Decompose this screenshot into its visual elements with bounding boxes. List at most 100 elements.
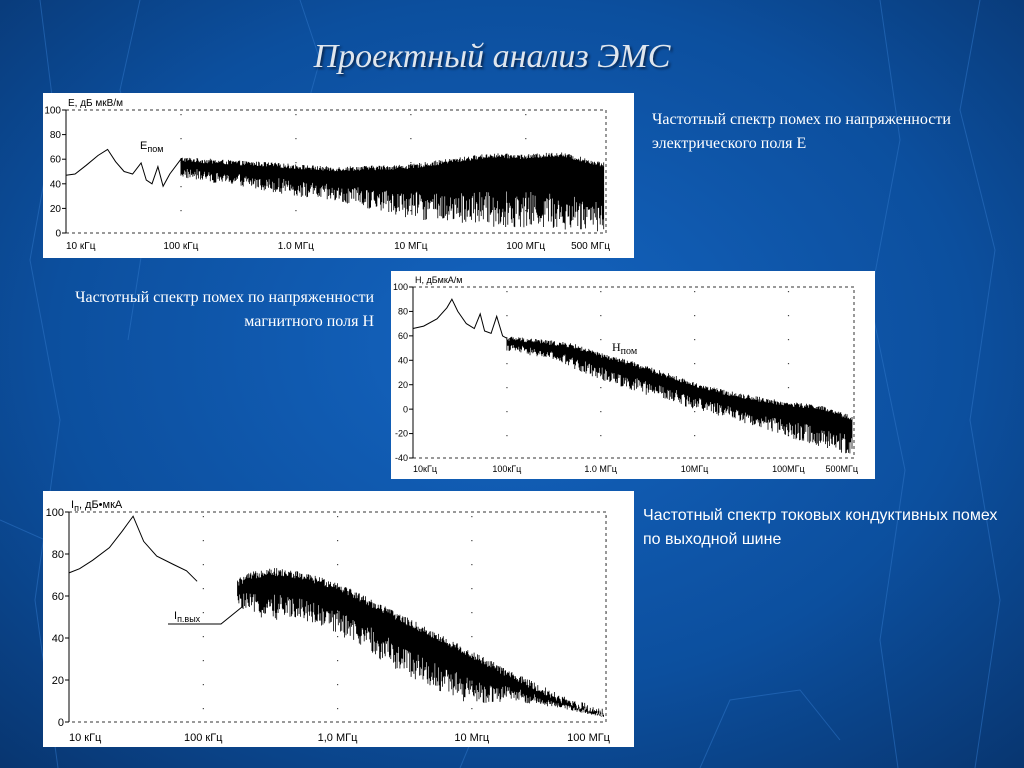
chart3-annotation: Iп.вых: [174, 610, 201, 624]
chart2-grid-dot: [506, 291, 508, 293]
chart1-grid-dot: [410, 162, 412, 164]
chart2-y-axis-label: Н, дБмкА/м: [415, 275, 462, 285]
chart3-grid-dot: [202, 588, 204, 590]
chart2-grid-dot: [694, 291, 696, 293]
chart3-y-tick-label: 40: [52, 633, 64, 645]
chart3-spectrum-noise: [237, 568, 604, 717]
chart3-grid-dot: [202, 540, 204, 542]
chart1-annotation: Eпом: [140, 140, 163, 154]
chart2-grid-dot: [694, 411, 696, 413]
chart1-spectrum-noise: [180, 152, 605, 232]
chart1-grid-dot: [295, 114, 297, 116]
chart3-grid-dot: [605, 660, 607, 662]
chart3-grid-dot: [337, 636, 339, 638]
chart2-grid-dot: [694, 315, 696, 317]
chart3-y-tick-label: 100: [46, 507, 64, 519]
chart1-y-tick-label: 60: [50, 155, 62, 166]
chart3-annotation-leader: [168, 606, 243, 625]
chart2-grid-dot: [600, 291, 602, 293]
chart1-grid-dot: [295, 138, 297, 140]
chart1-grid-dot: [180, 210, 182, 212]
chart2-y-tick-label: 100: [393, 282, 408, 292]
chart3-y-axis-label-rest: , дБ•мкА: [79, 499, 123, 511]
chart3-grid-dot: [471, 708, 473, 710]
chart3-grid-dot: [202, 612, 204, 614]
chart2-annotation-sub: пом: [621, 346, 638, 357]
chart2-grid-dot: [600, 435, 602, 437]
chart1-y-tick-label: 0: [55, 229, 61, 240]
chart1-x-tick-label: 100 кГц: [163, 241, 198, 252]
chart3-grid-dot: [337, 708, 339, 710]
chart1-grid-dot: [180, 114, 182, 116]
chart3-annotation-sub: п.вых: [177, 614, 201, 624]
chart2-grid-dot: [787, 363, 790, 365]
chart2-y-tick-label: 80: [398, 307, 408, 317]
chart3-grid-dot: [337, 612, 339, 614]
chart2-grid-dot: [787, 291, 790, 293]
chart3-grid-dot: [471, 684, 473, 686]
chart3-grid-dot: [202, 660, 204, 662]
chart3-y-tick-label: 80: [52, 549, 64, 561]
chart1-x-tick-label: 1.0 МГц: [278, 241, 314, 252]
chart2-grid-dot: [787, 387, 790, 389]
chart3-grid-dot: [337, 540, 339, 542]
chart3-grid-dot: [471, 540, 473, 542]
current-spectrum-svg: 0 20 40 60 80 100 10 кГц 100 кГц 1,0 МГц 10 Мгц 10…: [46, 499, 611, 744]
chart2-y-tick-label: -20: [395, 429, 408, 439]
chart2-grid-dot: [600, 411, 602, 413]
chart3-y-axis-label-main: I: [71, 499, 74, 511]
chart3-grid-dot: [202, 636, 204, 638]
h-field-spectrum-svg: -40 -20 0 20 40 60 80 100 10кГц 100кГц 1.0 МГц 10МГ…: [393, 275, 858, 474]
chart3-grid-dot: [605, 516, 607, 518]
chart2-x-tick-label: 500МГц: [825, 464, 858, 474]
chart1-x-tick-label: 10 МГц: [394, 241, 428, 252]
chart2-grid-dot: [506, 435, 508, 437]
e-field-spectrum-chart: 0 20 40 60 80 100 10 кГц 100 кГц 1.0 МГц 10 МГц 10…: [43, 93, 634, 258]
chart3-annotation-main: I: [174, 610, 177, 622]
chart2-grid-dot: [600, 387, 602, 389]
chart2-y-tick-label: 60: [398, 331, 408, 341]
chart1-y-tick-label: 80: [50, 130, 62, 141]
chart3-grid-dot: [337, 564, 339, 566]
chart3-grid-dot: [605, 540, 607, 542]
chart2-grid-dot: [787, 315, 790, 317]
chart1-y-tick-label: 20: [50, 204, 62, 215]
chart1-grid-dot: [410, 210, 412, 212]
chart2-grid-dot: [506, 411, 508, 413]
chart1-x-tick-label: 10 кГц: [66, 241, 96, 252]
chart2-y-tick-label: 0: [403, 404, 408, 414]
chart2-grid-dot: [506, 363, 508, 365]
chart2-grid-dot: [600, 339, 602, 341]
chart2-grid-dot: [506, 387, 508, 389]
chart3-grid-dot: [605, 708, 607, 710]
chart1-y-axis-label: E, дБ мкВ/м: [68, 98, 123, 109]
caption-current: Частотный спектр токовых кондуктивных по…: [643, 507, 998, 548]
e-field-spectrum-svg: 0 20 40 60 80 100 10 кГц 100 кГц 1.0 МГц 10 МГц 10…: [44, 98, 610, 252]
chart1-grid-dot: [525, 114, 527, 116]
chart2-x-tick-label: 10кГц: [413, 464, 437, 474]
chart2-y-tick-label: -40: [395, 453, 408, 463]
chart1-grid-dot: [525, 138, 527, 140]
chart3-x-tick-label: 100 МГц: [567, 732, 611, 744]
chart1-x-tick-label: 100 МГц: [506, 241, 545, 252]
chart1-grid-dot: [180, 186, 182, 188]
chart3-grid-dot: [202, 708, 204, 710]
chart2-y-tick-label: 20: [398, 380, 408, 390]
chart3-grid-dot: [471, 636, 473, 638]
chart3-grid-dot: [337, 660, 339, 662]
chart3-grid-dot: [605, 612, 607, 614]
chart3-grid-dot: [605, 564, 607, 566]
chart3-grid-dot: [471, 588, 473, 590]
chart3-x-tick-label: 100 кГц: [184, 732, 223, 744]
h-field-spectrum-chart: -40 -20 0 20 40 60 80 100 10кГц 100кГц 1.0 МГц 10МГ…: [391, 271, 875, 479]
chart3-grid-dot: [605, 684, 607, 686]
chart1-y-tick-label: 100: [44, 106, 61, 117]
chart2-annotation-main: Н: [612, 340, 621, 354]
chart1-annotation-main: E: [140, 140, 147, 152]
chart1-grid-dot: [295, 162, 297, 164]
caption-e-field: Частотный спектр помех по напряженности …: [652, 111, 951, 152]
chart3-x-tick-label: 10 Мгц: [454, 732, 489, 744]
chart3-y-axis-label: Iп, дБ•мкА: [71, 499, 123, 513]
chart3-grid-dot: [337, 516, 339, 518]
chart2-grid-dot: [694, 363, 696, 365]
